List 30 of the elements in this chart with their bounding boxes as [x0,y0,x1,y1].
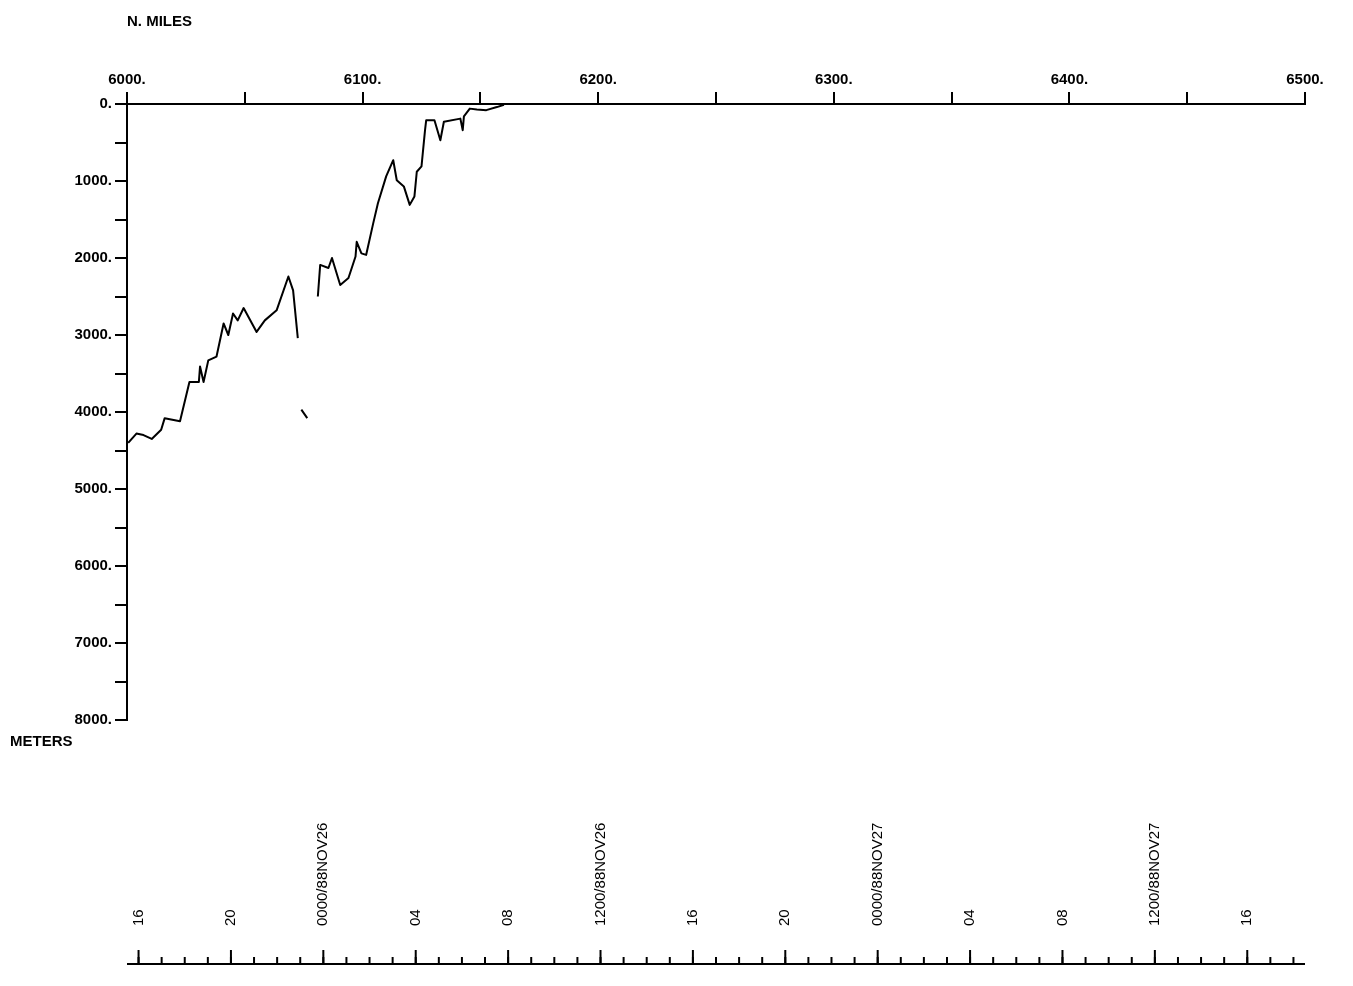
x-tick-label: 6100. [343,70,382,88]
x-tick-label: 6300. [815,70,853,88]
x-tick-label: 6000. [108,70,146,88]
y-tick-label: 6000. [74,556,112,574]
x2-tick-label: 0000/88NOV27 [867,822,885,926]
x-tick-label: 6400. [1050,70,1089,88]
x2-tick-label: 16 [683,909,701,926]
x-tick-label: 6200. [579,70,617,88]
x2-tick-label: 04 [405,909,423,926]
y-tick-label: 4000. [74,402,112,420]
x2-tick-label: 20 [221,909,239,926]
x2-tick-label: 08 [498,909,516,926]
y-tick-label: 7000. [74,633,112,651]
x2-tick-label: 08 [1052,909,1070,926]
x-tick-label: 6500. [1286,70,1324,88]
y-tick-label: 1000. [74,171,112,189]
x2-tick-label: 1200/88NOV26 [590,822,608,926]
x2-tick-label: 16 [128,909,146,926]
x-axis-title: N. MILES [127,11,193,29]
y-axis-title: METERS [10,731,73,749]
x2-tick-label: 0000/88NOV26 [313,822,331,926]
y-tick-label: 8000. [74,710,112,728]
x2-tick-label: 20 [775,909,793,926]
y-tick-label: 3000. [74,325,112,343]
y-tick-label: 2000. [74,248,112,266]
x2-tick-label: 1200/88NOV27 [1145,822,1162,926]
x2-tick-label: 04 [960,909,978,926]
y-tick-label: 0. [99,94,112,112]
x2-tick-label: 16 [1237,909,1255,926]
y-tick-label: 5000. [74,479,112,497]
